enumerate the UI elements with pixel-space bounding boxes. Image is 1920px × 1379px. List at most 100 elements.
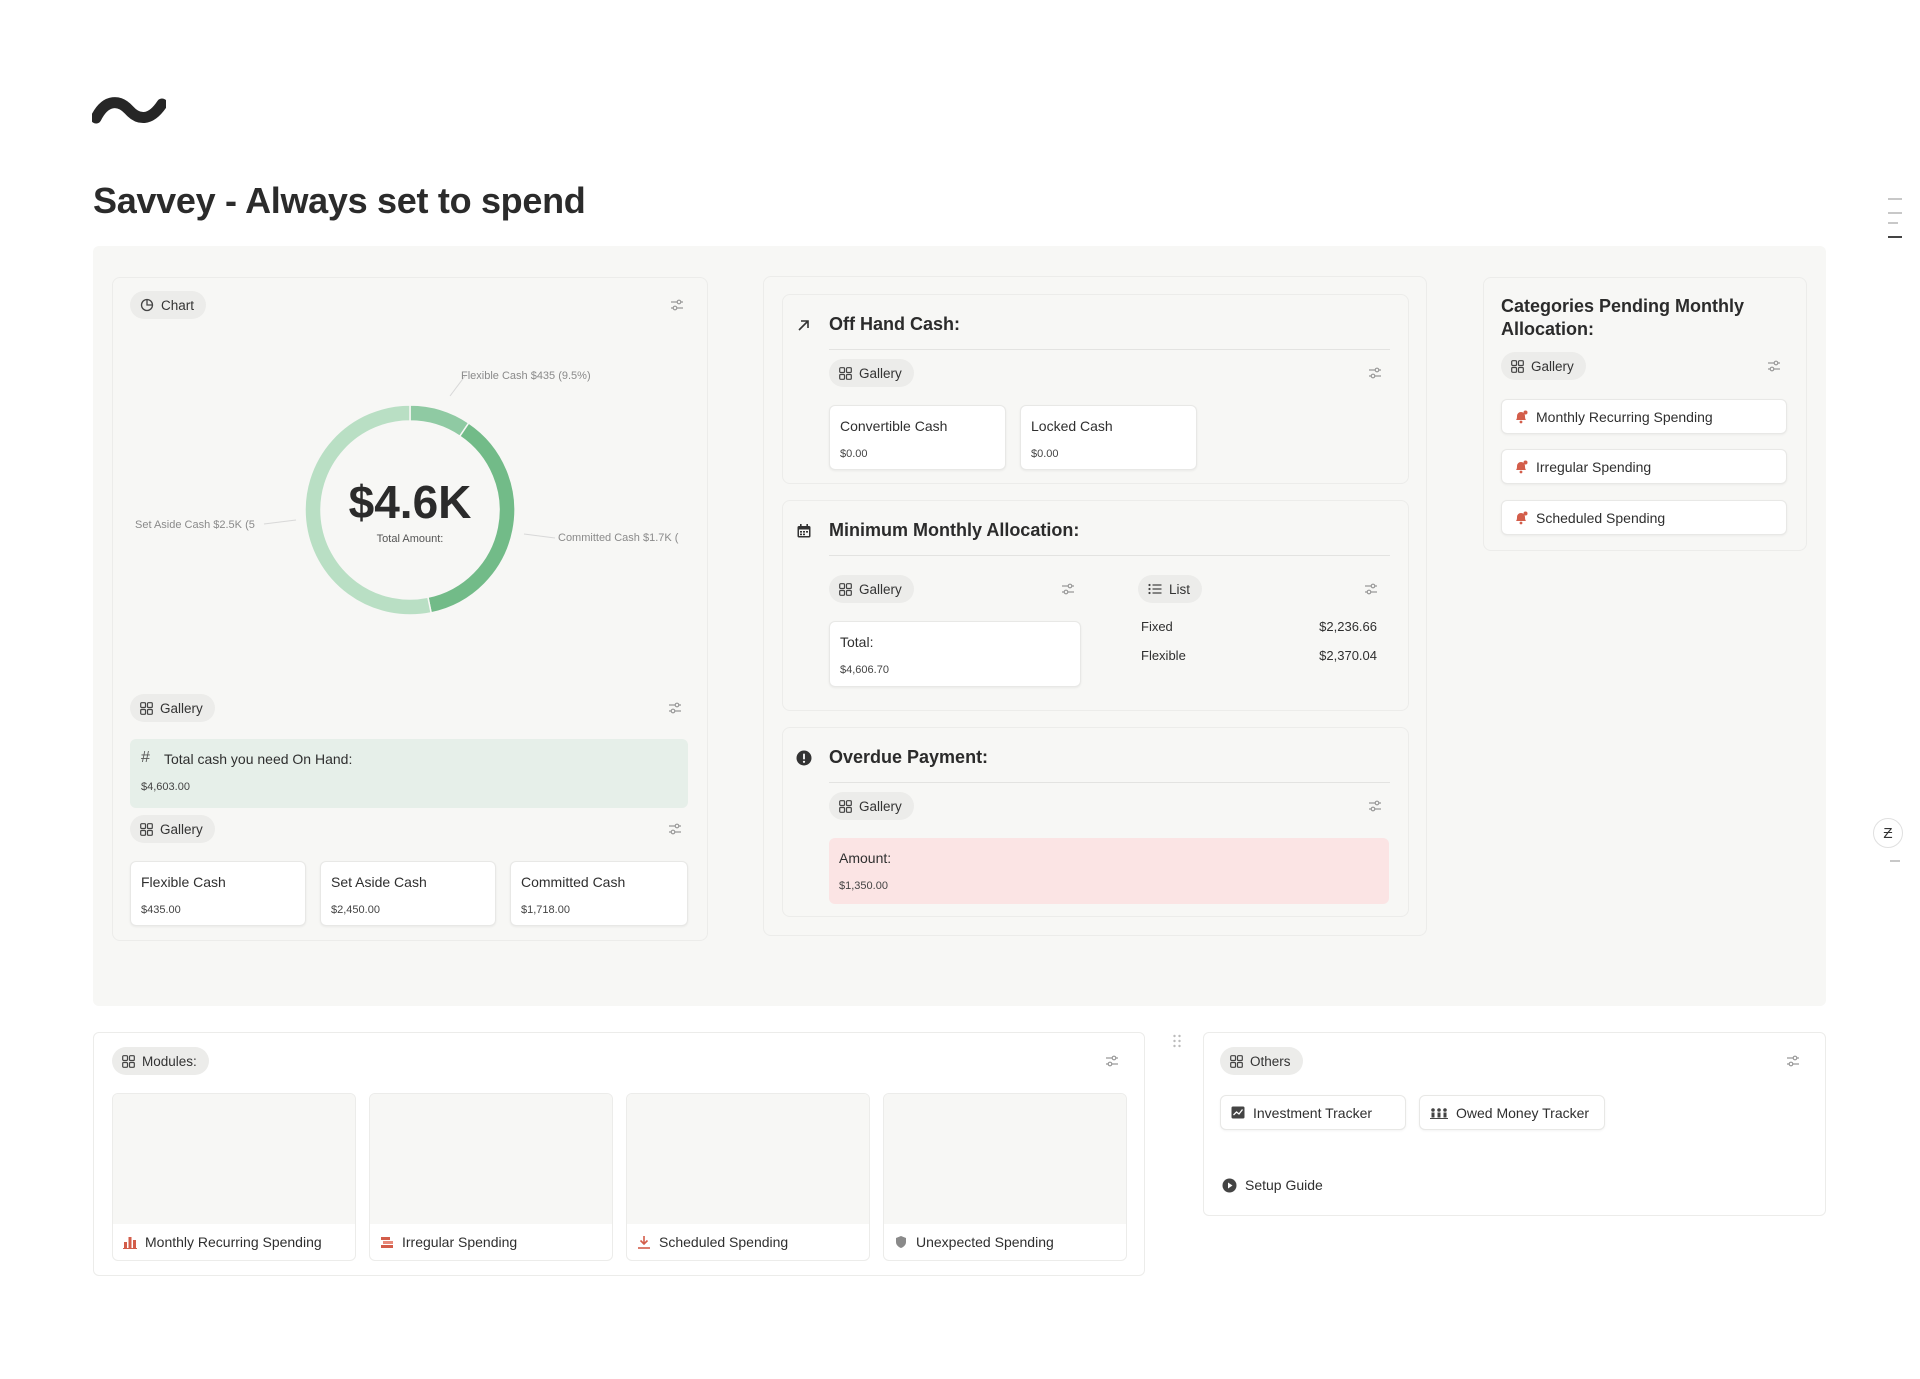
gallery-icon (140, 822, 153, 836)
gallery-view-tab[interactable]: Gallery (829, 792, 914, 820)
investment-tracker-link[interactable]: Investment Tracker (1220, 1095, 1406, 1130)
total-on-hand-title: Total cash you need On Hand: (164, 751, 353, 767)
gallery-view-label: Gallery (859, 581, 902, 597)
view-settings-icon[interactable] (668, 823, 682, 835)
card-title: Committed Cash (521, 874, 626, 890)
list-row-name: Flexible (1141, 648, 1186, 663)
pending-category-label: Irregular Spending (1536, 458, 1652, 475)
pending-category-item[interactable]: Irregular Spending (1501, 449, 1787, 484)
view-settings-icon[interactable] (668, 702, 682, 714)
card-title: Amount: (839, 850, 892, 866)
drag-handle-icon[interactable] (1172, 1034, 1182, 1048)
cash-donut-chart[interactable] (290, 390, 530, 630)
list-view-tab[interactable]: List (1138, 575, 1203, 603)
toc-marker[interactable] (1888, 198, 1902, 200)
card-value: $1,718.00 (521, 904, 570, 916)
toc-marker[interactable] (1888, 222, 1898, 224)
module-label: Scheduled Spending (659, 1234, 789, 1250)
card-title: Locked Cash (1031, 418, 1113, 434)
pending-category-item[interactable]: Monthly Recurring Spending (1501, 399, 1787, 434)
list-row[interactable]: Fixed $2,236.66 (1141, 617, 1377, 641)
stack-icon (381, 1237, 393, 1248)
committed-cash-card[interactable]: Committed Cash $1,718.00 (510, 861, 688, 926)
module-label: Monthly Recurring Spending (145, 1234, 322, 1250)
card-value: $0.00 (840, 448, 868, 460)
toc-marker[interactable] (1890, 860, 1900, 862)
view-settings-icon[interactable] (1364, 583, 1378, 595)
overdue-payment-heading: Overdue Payment: (829, 747, 989, 767)
pending-category-label: Scheduled Spending (1536, 509, 1666, 526)
flexible-cash-card[interactable]: Flexible Cash $435.00 (130, 861, 306, 926)
module-card[interactable]: Scheduled Spending (626, 1093, 870, 1261)
module-card[interactable]: Unexpected Spending (883, 1093, 1127, 1261)
view-settings-icon[interactable] (1786, 1055, 1800, 1067)
gallery-view-tab[interactable]: Gallery (130, 694, 215, 722)
gallery-view-tab[interactable]: Gallery (1501, 352, 1586, 380)
other-item-label: Owed Money Tracker (1456, 1104, 1590, 1121)
donut-center-value: $4.6K (348, 476, 472, 528)
card-title: Total: (840, 634, 874, 650)
view-settings-icon[interactable] (670, 299, 684, 311)
alert-icon (796, 750, 812, 766)
section-divider (829, 349, 1390, 350)
donut-label-set-aside: Set Aside Cash $2.5K (5 (135, 519, 255, 531)
module-card[interactable]: Monthly Recurring Spending (112, 1093, 356, 1261)
total-allocation-card[interactable]: Total: $4,606.70 (829, 621, 1081, 687)
toc-marker-active[interactable] (1888, 236, 1902, 238)
bell-alert-icon (1516, 511, 1528, 524)
list-view-label: List (1169, 581, 1191, 597)
chart-view-label: Chart (161, 297, 195, 313)
bell-alert-icon (1516, 460, 1528, 473)
convertible-cash-card[interactable]: Convertible Cash $0.00 (829, 405, 1006, 470)
section-divider (829, 782, 1390, 783)
gallery-icon (839, 366, 852, 380)
owed-money-tracker-link[interactable]: Owed Money Tracker (1419, 1095, 1605, 1130)
module-card[interactable]: Irregular Spending (369, 1093, 613, 1261)
module-label: Unexpected Spending (916, 1234, 1054, 1250)
modules-view-label: Modules: (142, 1053, 197, 1069)
gallery-view-tab[interactable]: Gallery (130, 815, 215, 843)
chart-card-icon (1231, 1106, 1245, 1119)
toc-marker[interactable] (1888, 212, 1902, 214)
list-row-name: Fixed (1141, 619, 1173, 634)
card-value: $0.00 (1031, 448, 1059, 460)
pie-chart-icon (140, 298, 154, 312)
others-view-tab[interactable]: Others (1220, 1047, 1303, 1075)
number-icon: # (141, 749, 150, 766)
page-title: Savvey - Always set to spend (93, 180, 586, 221)
gallery-icon (140, 701, 153, 715)
download-icon (638, 1236, 650, 1249)
gallery-view-label: Gallery (1531, 358, 1574, 374)
module-cover (884, 1094, 1126, 1224)
gallery-view-tab[interactable]: Gallery (829, 359, 914, 387)
calendar-icon (797, 524, 811, 538)
donut-slice-set-aside-cash[interactable] (304, 404, 433, 616)
list-row-value: $2,370.04 (1319, 648, 1377, 663)
bell-alert-icon (1516, 410, 1528, 423)
module-cover (370, 1094, 612, 1224)
donut-center-caption: Total Amount: (376, 533, 444, 545)
view-settings-icon[interactable] (1368, 367, 1382, 379)
donut-slice-flexible-cash[interactable] (409, 404, 470, 438)
total-on-hand-card[interactable]: # Total cash you need On Hand: $4,603.00 (130, 739, 688, 808)
pending-category-item[interactable]: Scheduled Spending (1501, 500, 1787, 535)
view-settings-icon[interactable] (1767, 360, 1781, 372)
locked-cash-card[interactable]: Locked Cash $0.00 (1020, 405, 1197, 470)
view-settings-icon[interactable] (1368, 800, 1382, 812)
chart-view-tab[interactable]: Chart (130, 291, 207, 319)
view-settings-icon[interactable] (1061, 583, 1075, 595)
module-label: Irregular Spending (402, 1234, 518, 1250)
list-row[interactable]: Flexible $2,370.04 (1141, 646, 1377, 670)
arrow-up-right-icon (798, 320, 809, 331)
set-aside-cash-card[interactable]: Set Aside Cash $2,450.00 (320, 861, 496, 926)
view-settings-icon[interactable] (1105, 1055, 1119, 1067)
gallery-view-tab[interactable]: Gallery (829, 575, 914, 603)
setup-guide-link[interactable]: Setup Guide (1222, 1177, 1323, 1193)
modules-view-tab[interactable]: Modules: (112, 1047, 209, 1075)
card-value: $4,606.70 (840, 664, 889, 676)
help-button[interactable]: Ƶ (1873, 818, 1903, 848)
gallery-view-label: Gallery (160, 821, 203, 837)
overdue-amount-card[interactable]: Amount: $1,350.00 (829, 838, 1389, 904)
card-value: $435.00 (141, 904, 181, 916)
tilde-logo (92, 97, 166, 124)
